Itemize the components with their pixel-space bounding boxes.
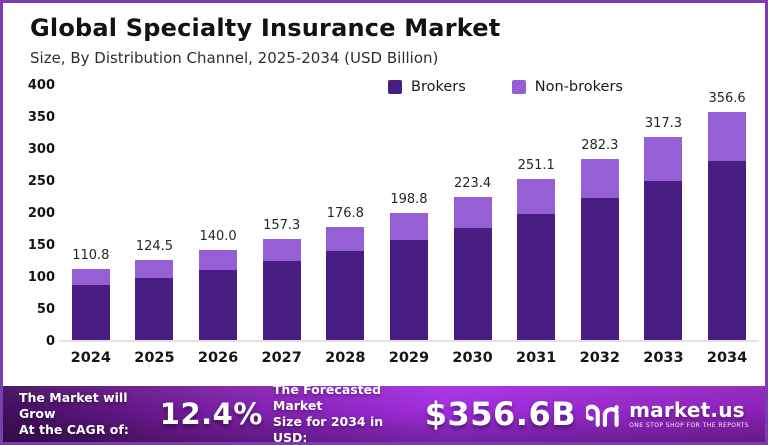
header: Global Specialty Insurance Market Size, … <box>3 3 765 67</box>
bar-group-2030: 223.4 2030 <box>441 86 504 366</box>
y-tick-label: 100 <box>27 270 55 285</box>
brand-tagline: ONE STOP SHOP FOR THE REPORTS <box>629 421 749 429</box>
bar-segment-brokers <box>389 240 428 340</box>
bar-segment-non-brokers <box>135 260 174 278</box>
x-tick-label: 2030 <box>452 350 493 366</box>
bar-segment-non-brokers <box>199 250 238 270</box>
legend-swatch-non-brokers-icon <box>511 80 526 94</box>
bar-segment-brokers <box>453 227 492 340</box>
legend: Brokers Non-brokers <box>388 79 623 95</box>
bar-segment-non-brokers <box>71 269 110 285</box>
brand-text: market.us ONE STOP SHOP FOR THE REPORTS <box>629 400 749 429</box>
x-tick-label: 2033 <box>643 350 684 366</box>
bar-segment-non-brokers <box>708 111 747 161</box>
x-tick-label: 2029 <box>388 350 430 366</box>
bar-segment-non-brokers <box>326 226 365 252</box>
bar-segment-non-brokers <box>453 197 492 228</box>
cagr-label-line2: At the CAGR of: <box>19 422 129 438</box>
y-tick-label: 0 <box>45 334 55 349</box>
bar-segment-brokers <box>644 180 683 340</box>
bar-segment-non-brokers <box>389 212 428 241</box>
legend-item-non-brokers: Non-brokers <box>511 79 623 95</box>
bar-segment-brokers <box>326 251 365 340</box>
forecast-label-line2: Size for 2034 in USD: <box>272 414 384 445</box>
bar-total-label: 140.0 <box>199 229 237 245</box>
bar-segment-brokers <box>580 198 619 340</box>
bar-group-2025: 124.5 2025 <box>123 86 186 366</box>
bar-group-2034: 356.6 2034 <box>696 86 759 366</box>
page-subtitle: Size, By Distribution Channel, 2025-2034… <box>30 49 439 67</box>
bar-total-label: 124.5 <box>135 239 174 255</box>
bar-total-label: 157.3 <box>263 218 301 234</box>
bar-segment-brokers <box>135 277 174 340</box>
x-tick-label: 2025 <box>134 350 175 366</box>
forecast-label-line1: The Forecasted Market <box>272 381 382 413</box>
y-tick-label: 400 <box>27 78 55 93</box>
bar-segment-non-brokers <box>262 239 301 261</box>
bar-segment-brokers <box>708 160 747 340</box>
bar-segment-brokers <box>262 260 301 340</box>
y-tick-label: 250 <box>27 174 55 189</box>
brand-logo: market.us ONE STOP SHOP FOR THE REPORTS <box>586 399 749 429</box>
bar-group-2033: 317.3 2033 <box>632 86 695 366</box>
x-tick-label: 2031 <box>516 350 557 366</box>
forecast-label: The Forecasted Market Size for 2034 in U… <box>272 381 415 445</box>
x-tick-label: 2028 <box>325 350 366 366</box>
x-tick-label: 2032 <box>579 350 620 366</box>
bar-segment-brokers <box>199 269 238 340</box>
plot-area: 110.8 2024 124.5 2025 140.0 2026 157.3 2027 176.… <box>59 86 759 366</box>
bar-total-label: 356.6 <box>708 90 746 106</box>
bar-group-2031: 251.1 2031 <box>505 86 568 366</box>
bar-group-2024: 110.8 2024 <box>59 86 122 366</box>
x-tick-label: 2024 <box>70 350 111 366</box>
bar-group-2032: 282.3 2032 <box>568 86 631 366</box>
cagr-value: 12.4% <box>159 397 263 431</box>
bar-total-label: 251.1 <box>517 158 555 174</box>
bar-group-2029: 198.8 2029 <box>377 86 440 366</box>
x-tick-label: 2034 <box>706 350 748 366</box>
bar-total-label: 317.3 <box>644 115 683 131</box>
market-us-logo-icon <box>586 404 619 427</box>
x-tick-label: 2027 <box>261 350 302 366</box>
bar-segment-non-brokers <box>580 159 619 199</box>
bar-total-label: 176.8 <box>326 205 364 221</box>
bar-segment-non-brokers <box>644 136 683 181</box>
y-tick-label: 200 <box>27 206 55 221</box>
legend-label-brokers: Brokers <box>411 79 466 95</box>
bar-segment-non-brokers <box>517 179 556 214</box>
bar-group-2028: 176.8 2028 <box>314 86 377 366</box>
page-title: Global Specialty Insurance Market <box>30 14 501 42</box>
x-tick-label: 2026 <box>197 350 239 366</box>
cagr-label: The Market will Grow At the CAGR of: <box>19 390 150 439</box>
y-tick-label: 300 <box>27 142 55 157</box>
legend-item-brokers: Brokers <box>388 79 466 95</box>
bar-total-label: 110.8 <box>72 248 110 264</box>
bar-segment-brokers <box>517 213 556 340</box>
bar-group-2026: 140.0 2026 <box>187 86 250 366</box>
bar-group-2027: 157.3 2027 <box>250 86 313 366</box>
brand-name: market.us <box>629 397 745 422</box>
bar-segment-brokers <box>71 284 110 340</box>
bar-total-label: 223.4 <box>453 176 492 192</box>
cagr-label-line1: The Market will Grow <box>19 389 128 421</box>
y-tick-label: 50 <box>36 302 55 317</box>
bar-total-label: 198.8 <box>390 191 428 207</box>
bars-container: 110.8 2024 124.5 2025 140.0 2026 157.3 2027 176.… <box>59 86 759 366</box>
legend-label-non-brokers: Non-brokers <box>534 79 623 95</box>
legend-swatch-brokers-icon <box>388 80 402 94</box>
y-tick-label: 350 <box>27 110 55 125</box>
footer-banner: The Market will Grow At the CAGR of: 12.… <box>3 382 765 442</box>
forecast-value: $356.6B <box>424 395 577 433</box>
y-axis: 0 50 100 150 200 250 300 350 400 <box>19 78 55 349</box>
y-tick-label: 150 <box>27 238 55 253</box>
bar-total-label: 282.3 <box>581 138 619 154</box>
